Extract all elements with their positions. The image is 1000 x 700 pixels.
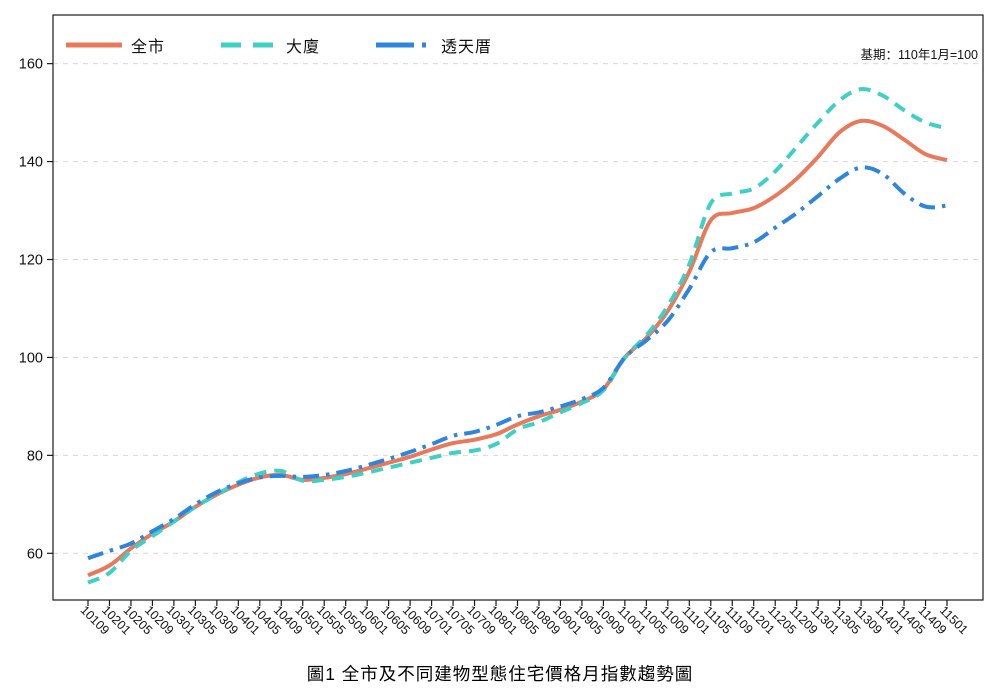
legend-label-citywide: 全市 [131,39,166,56]
legend-item-townhouse: 透天厝 [376,33,492,57]
chart-legend: 全市 大廈 透天厝 [66,33,492,57]
legend-item-apartment: 大廈 [221,33,320,57]
series-apartment [87,87,948,585]
legend-label-townhouse: 透天厝 [441,39,493,56]
series-citywide [87,118,948,578]
gridlines [53,63,983,554]
legend-label-apartment: 大廈 [286,39,321,56]
svg-text:80: 80 [27,448,43,464]
plot-border [52,14,984,601]
series-townhouse [87,165,948,561]
svg-text:160: 160 [19,57,43,73]
y-axis: 60 80 100 120 140 160 [19,57,53,562]
apartment-line-swatch-icon [221,42,278,48]
legend-item-citywide: 全市 [66,33,165,57]
svg-text:120: 120 [19,253,43,269]
townhouse-line-swatch-icon [376,42,433,48]
svg-text:60: 60 [27,546,43,562]
svg-text:100: 100 [19,350,43,366]
svg-text:140: 140 [19,155,43,171]
x-axis: 1010910201102051020910301103051030910401… [78,600,971,637]
base-period-note: 基期：110年1月=100 [860,48,978,62]
citywide-line-swatch-icon [66,42,122,48]
chart-title: 圖1 全市及不同建物型態住宅價格月指數趨勢圖 [306,664,694,684]
